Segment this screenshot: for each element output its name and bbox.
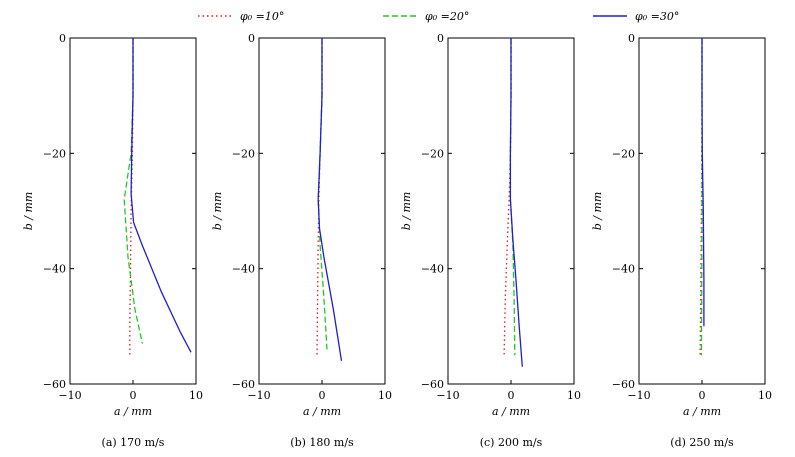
x-tick-label: 0	[699, 389, 706, 402]
x-tick-label: 0	[508, 389, 515, 402]
legend-label-3: φ₀ =30°	[635, 10, 679, 23]
x-tick-label: 10	[758, 389, 772, 402]
legend-label-1: φ₀ =10°	[240, 10, 284, 23]
y-axis-label: b / mm	[22, 192, 35, 231]
y-tick-label: −20	[232, 147, 255, 160]
y-tick-label: −40	[612, 263, 635, 276]
series-line-3	[130, 38, 192, 353]
panel-caption: (a) 170 m/s	[102, 436, 165, 449]
legend-label-2: φ₀ =20°	[425, 10, 469, 23]
x-axis-label: a / mm	[683, 405, 721, 418]
y-tick-label: −60	[612, 378, 635, 391]
y-tick-label: 0	[248, 32, 255, 45]
series-line-3	[701, 38, 705, 327]
y-tick-label: −20	[43, 147, 66, 160]
panel-caption: (d) 250 m/s	[670, 436, 734, 449]
series-line-3	[509, 38, 523, 367]
y-tick-label: −40	[421, 263, 444, 276]
x-tick-label: 0	[130, 389, 137, 402]
x-tick-label: −10	[627, 389, 650, 402]
x-axis-label: a / mm	[303, 405, 341, 418]
y-tick-label: 0	[59, 32, 66, 45]
y-axis-label: b / mm	[211, 192, 224, 231]
y-tick-label: −40	[232, 263, 255, 276]
x-tick-label: −10	[247, 389, 270, 402]
x-tick-label: −10	[436, 389, 459, 402]
series-line-1	[129, 38, 134, 356]
y-axis-label: b / mm	[400, 192, 413, 231]
panel-caption: (b) 180 m/s	[290, 436, 354, 449]
x-tick-label: −10	[58, 389, 81, 402]
y-axis-label: b / mm	[591, 192, 604, 231]
series-line-3	[317, 38, 343, 362]
y-tick-label: −60	[232, 378, 255, 391]
y-tick-label: −60	[421, 378, 444, 391]
y-tick-label: 0	[437, 32, 444, 45]
x-tick-label: 10	[567, 389, 581, 402]
panel-caption: (c) 200 m/s	[480, 436, 543, 449]
y-tick-label: 0	[628, 32, 635, 45]
y-tick-label: −40	[43, 263, 66, 276]
x-axis-label: a / mm	[114, 405, 152, 418]
y-tick-label: −20	[612, 147, 635, 160]
x-tick-label: 10	[378, 389, 392, 402]
y-tick-label: −60	[43, 378, 66, 391]
x-tick-label: 0	[319, 389, 326, 402]
y-tick-label: −20	[421, 147, 444, 160]
x-tick-label: 10	[189, 389, 203, 402]
x-axis-label: a / mm	[492, 405, 530, 418]
